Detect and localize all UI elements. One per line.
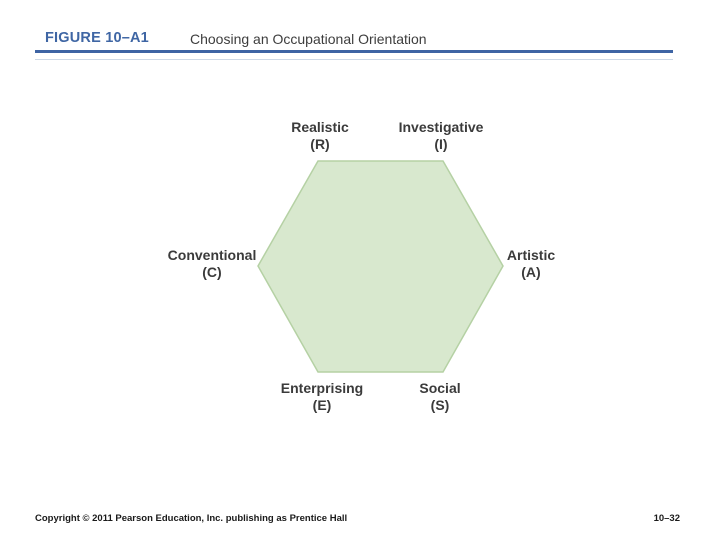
vertex-code: (I) [434,136,448,152]
vertex-code: (C) [202,264,222,280]
vertex-name: Enterprising [280,380,364,396]
vertex-code: (E) [312,397,332,413]
hexagon-shape [257,160,504,373]
vertex-label-conventional: Conventional (C) [168,247,257,281]
copyright-text: Copyright © 2011 Pearson Education, Inc.… [35,513,348,524]
vertex-label-investigative: Investigative (I) [399,119,484,153]
header-rule-thin [35,59,673,60]
vertex-code: (R) [310,136,330,152]
vertex-name: Conventional [167,247,257,263]
vertex-name: Artistic [506,247,556,263]
vertex-label-realistic: Realistic (R) [291,119,349,153]
vertex-code: (S) [430,397,450,413]
header-rule [35,50,673,53]
figure-title: Choosing an Occupational Orientation [190,31,427,47]
vertex-label-social: Social (S) [419,380,460,414]
figure-label: FIGURE 10–A1 [45,30,149,46]
vertex-label-artistic: Artistic (A) [507,247,555,281]
vertex-name: Realistic [291,119,349,135]
vertex-code: (A) [521,264,541,280]
vertex-name: Social [419,380,461,396]
vertex-name: Investigative [398,119,484,135]
vertex-label-enterprising: Enterprising (E) [281,380,363,414]
page-number: 10–32 [653,513,680,524]
